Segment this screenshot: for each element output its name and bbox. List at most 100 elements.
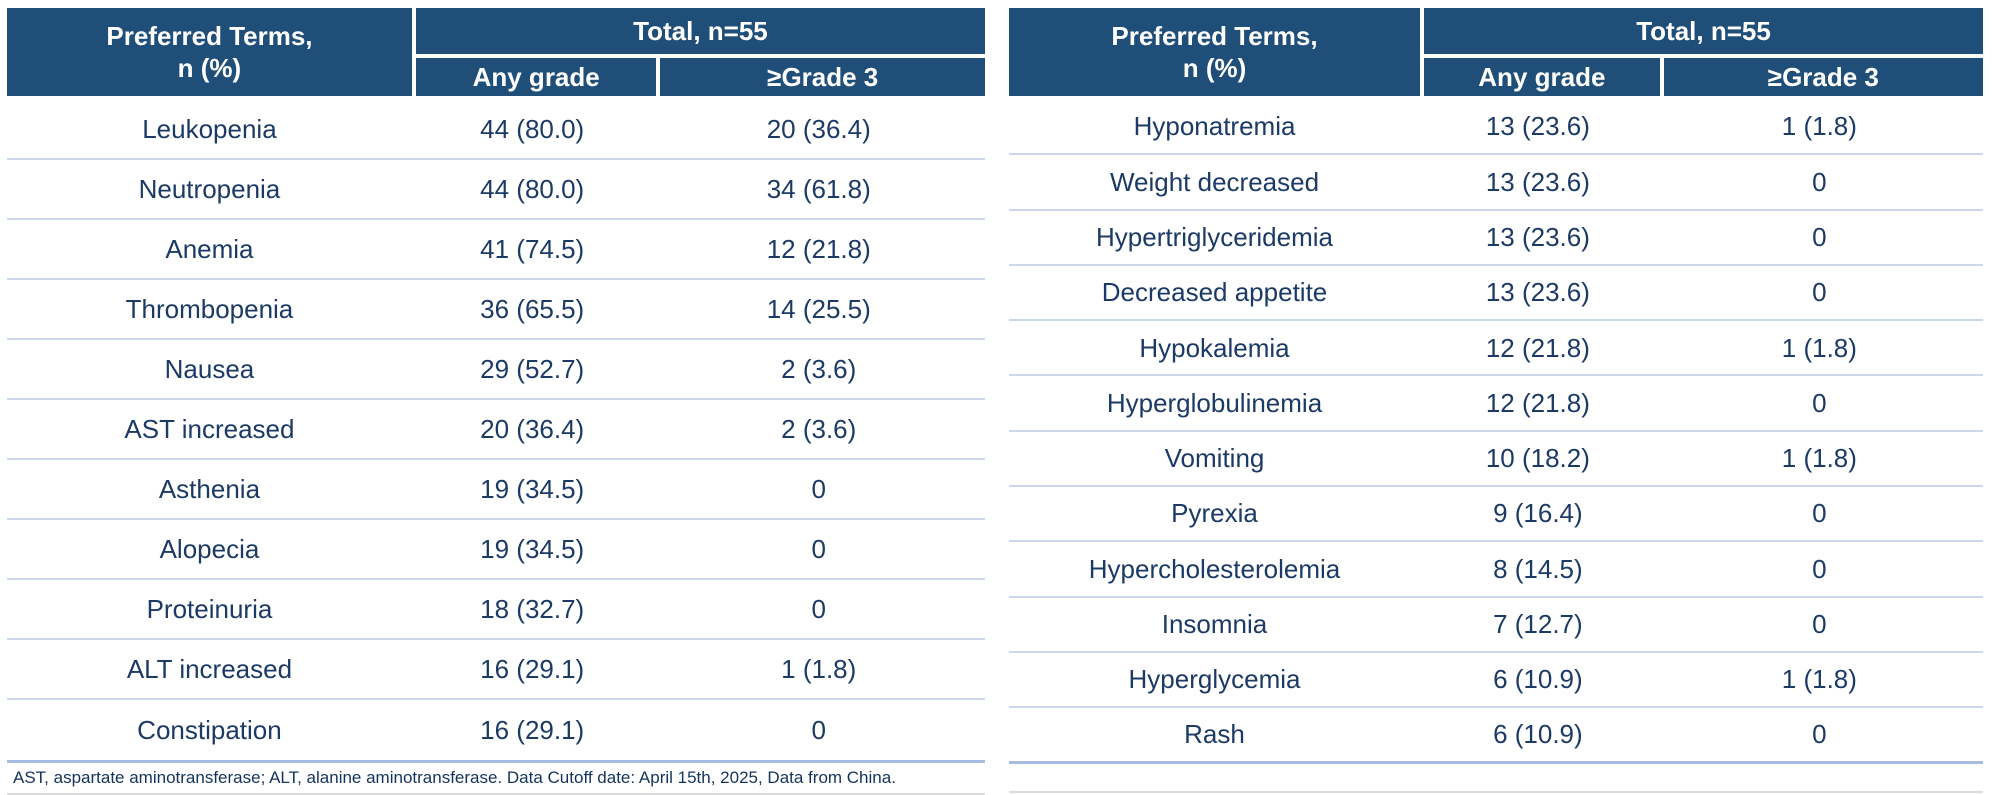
preferred-term-cell: Decreased appetite (1101, 277, 1328, 308)
table-row: Hyperglycemia 6 (10.9) 1 (1.8) (1009, 653, 1983, 709)
grade3-cell: 1 (1.8) (1781, 111, 1857, 142)
preferred-term-cell: Nausea (164, 353, 255, 384)
any-grade-cell: 12 (21.8) (1485, 387, 1590, 418)
grade3-cell: 12 (21.8) (766, 233, 871, 264)
preferred-term-cell: AST increased (124, 413, 295, 444)
table-row: Hyperglobulinemia 12 (21.8) 0 (1009, 376, 1983, 432)
grade3-cell: 2 (3.6) (781, 413, 857, 444)
grade3-cell: 1 (1.8) (1781, 332, 1857, 363)
table-row: ALT increased 16 (29.1) 1 (1.8) (7, 640, 985, 700)
any-grade-cell: 8 (14.5) (1493, 553, 1583, 584)
table-row: Decreased appetite 13 (23.6) 0 (1009, 266, 1983, 322)
preferred-term-cell: Hypertriglyceridemia (1096, 221, 1333, 252)
column-header-total: Total, n=55 (1424, 8, 1983, 54)
preferred-terms-line2: n (%) (1182, 53, 1247, 83)
preferred-terms-line1: Preferred Terms, (106, 20, 313, 51)
any-grade-cell: 6 (10.9) (1493, 664, 1583, 695)
grade3-cell: 14 (25.5) (766, 293, 871, 324)
any-grade-cell: 16 (29.1) (480, 653, 585, 684)
preferred-term-cell: Hyponatremia (1133, 111, 1296, 142)
table-row: Vomiting 10 (18.2) 1 (1.8) (1009, 432, 1983, 488)
grade3-cell: 0 (811, 593, 826, 624)
any-grade-cell: 13 (23.6) (1485, 111, 1590, 142)
grade3-cell: 0 (811, 714, 826, 745)
table-row: Leukopenia 44 (80.0) 20 (36.4) (7, 100, 985, 160)
column-header-preferred-terms: Preferred Terms, n (%) (7, 8, 412, 96)
table-body: Leukopenia 44 (80.0) 20 (36.4) Neutropen… (7, 100, 985, 760)
table-row: Alopecia 19 (34.5) 0 (7, 520, 985, 580)
adverse-events-table-left: Preferred Terms, n (%) Total, n=55 Any g… (7, 8, 985, 795)
any-grade-cell: 6 (10.9) (1493, 719, 1583, 750)
grade3-cell: 0 (811, 533, 826, 564)
preferred-term-cell: Insomnia (1161, 609, 1268, 640)
any-grade-cell: 16 (29.1) (480, 714, 585, 745)
grade3-cell: 1 (1.8) (1781, 443, 1857, 474)
any-grade-cell: 12 (21.8) (1485, 332, 1590, 363)
preferred-term-cell: Hyperglycemia (1128, 664, 1301, 695)
grade3-cell: 0 (1812, 387, 1827, 418)
table-header: Preferred Terms, n (%) Total, n=55 Any g… (1009, 8, 1983, 96)
table-row: Thrombopenia 36 (65.5) 14 (25.5) (7, 280, 985, 340)
table-row: Hypokalemia 12 (21.8) 1 (1.8) (1009, 321, 1983, 377)
preferred-term-cell: Hyperglobulinemia (1106, 387, 1323, 418)
any-grade-cell: 13 (23.6) (1485, 277, 1590, 308)
grade3-cell: 1 (1.8) (781, 653, 857, 684)
table-row: Rash 6 (10.9) 0 (1009, 708, 1983, 764)
table-row: Asthenia 19 (34.5) 0 (7, 460, 985, 520)
preferred-term-cell: Constipation (137, 714, 282, 745)
preferred-term-cell: Vomiting (1164, 443, 1265, 474)
grade3-cell: 0 (1812, 166, 1827, 197)
table-row: Anemia 41 (74.5) 12 (21.8) (7, 220, 985, 280)
preferred-term-cell: Proteinuria (146, 593, 273, 624)
grade3-cell: 0 (811, 473, 826, 504)
column-header-any-grade: Any grade (415, 58, 657, 96)
any-grade-cell: 44 (80.0) (480, 173, 585, 204)
grade3-cell: 0 (1812, 719, 1827, 750)
any-grade-cell: 13 (23.6) (1485, 166, 1590, 197)
preferred-terms-line1: Preferred Terms, (1111, 20, 1318, 51)
table-row: Constipation 16 (29.1) 0 (7, 700, 985, 760)
any-grade-cell: 29 (52.7) (480, 353, 585, 384)
spacer (1009, 764, 1983, 791)
any-grade-cell: 44 (80.0) (480, 113, 585, 144)
grade3-cell: 2 (3.6) (781, 353, 857, 384)
preferred-term-cell: Hypercholesterolemia (1088, 553, 1341, 584)
grade3-cell: 20 (36.4) (766, 113, 871, 144)
table-header: Preferred Terms, n (%) Total, n=55 Any g… (7, 8, 985, 96)
column-header-preferred-terms: Preferred Terms, n (%) (1009, 8, 1421, 96)
grade3-cell: 0 (1812, 498, 1827, 529)
table-row: AST increased 20 (36.4) 2 (3.6) (7, 400, 985, 460)
table-row: Insomnia 7 (12.7) 0 (1009, 598, 1983, 653)
preferred-term-cell: Pyrexia (1171, 498, 1258, 529)
column-header-grade3: ≥Grade 3 (1663, 58, 1983, 96)
footnote: AST, aspartate aminotransferase; ALT, al… (7, 760, 985, 793)
table-row: Nausea 29 (52.7) 2 (3.6) (7, 340, 985, 400)
any-grade-cell: 10 (18.2) (1485, 443, 1590, 474)
grade3-cell: 0 (1812, 553, 1827, 584)
any-grade-cell: 9 (16.4) (1493, 498, 1583, 529)
preferred-term-cell: Thrombopenia (125, 293, 294, 324)
any-grade-cell: 18 (32.7) (480, 593, 585, 624)
grade3-cell: 0 (1812, 277, 1827, 308)
preferred-term-cell: Hypokalemia (1139, 332, 1290, 363)
grade3-cell: 34 (61.8) (766, 173, 871, 204)
table-row: Hyponatremia 13 (23.6) 1 (1.8) (1009, 100, 1983, 156)
preferred-term-cell: Leukopenia (142, 113, 277, 144)
table-row: Hypercholesterolemia 8 (14.5) 0 (1009, 542, 1983, 598)
table-row: Hypertriglyceridemia 13 (23.6) 0 (1009, 211, 1983, 266)
column-header-grade3: ≥Grade 3 (660, 58, 985, 96)
any-grade-cell: 36 (65.5) (480, 293, 585, 324)
preferred-term-cell: ALT increased (126, 653, 293, 684)
column-header-any-grade: Any grade (1424, 58, 1660, 96)
preferred-term-cell: Alopecia (159, 533, 260, 564)
preferred-term-cell: Rash (1184, 719, 1245, 750)
preferred-term-cell: Anemia (165, 233, 254, 264)
preferred-terms-line2: n (%) (177, 53, 242, 83)
table-body: Hyponatremia 13 (23.6) 1 (1.8) Weight de… (1009, 100, 1983, 764)
any-grade-cell: 41 (74.5) (480, 233, 585, 264)
preferred-term-cell: Neutropenia (138, 173, 281, 204)
adverse-events-table-right: Preferred Terms, n (%) Total, n=55 Any g… (1009, 8, 1983, 793)
table-row: Pyrexia 9 (16.4) 0 (1009, 487, 1983, 543)
table-row: Proteinuria 18 (32.7) 0 (7, 580, 985, 640)
any-grade-cell: 19 (34.5) (480, 533, 585, 564)
